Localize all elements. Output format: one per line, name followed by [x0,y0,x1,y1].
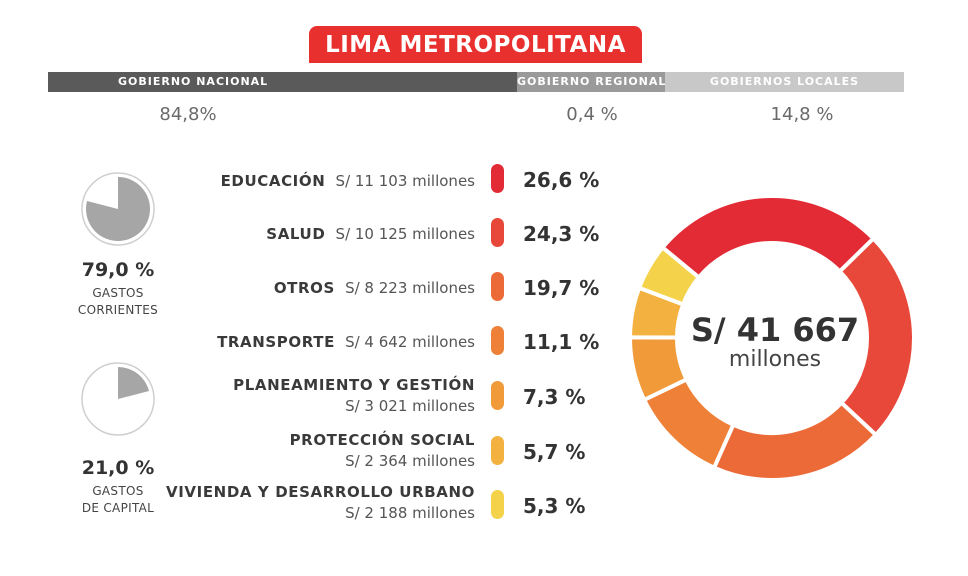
category-pct: 26,6 % [523,168,600,192]
donut-total-unit: millones [728,347,822,372]
donut-center-label: S/ 41 667 millones [680,312,870,372]
category-pct: 19,7 % [523,276,600,300]
category-vivienda: VIVIENDA Y DESARROLLO URBANO S/ 2 188 mi… [160,482,475,524]
category-amount: S/ 2 188 millones [345,504,475,522]
category-color-pill [491,381,504,410]
gobierno-nacional-bar: GOBIERNO NACIONAL [48,72,517,92]
gastos-corrientes-pie [81,172,155,246]
category-name: PLANEAMIENTO Y GESTIÓN [233,376,475,394]
category-transporte: TRANSPORTE S/ 4 642 millones [160,332,475,351]
category-amount: S/ 10 125 millones [335,225,475,243]
category-color-pill [491,326,504,355]
gastos-capital-pie-slice [118,367,149,399]
category-name: TRANSPORTE [217,333,335,351]
category-amount: S/ 11 103 millones [335,172,475,190]
category-otros: OTROS S/ 8 223 millones [160,278,475,297]
category-proteccion-social: PROTECCIÓN SOCIAL S/ 2 364 millones [160,430,475,472]
gobiernos-locales-bar: GOBIERNOS LOCALES [665,72,904,92]
gobiernos-locales-pct: 14,8 % [770,104,834,125]
donut-segments [627,195,916,482]
gastos-corrientes-label-line1: GASTOS [92,286,144,300]
gobierno-regional-pct: 0,4 % [566,104,618,125]
donut-segment-7 [636,244,702,308]
category-name: EDUCACIÓN [220,172,326,190]
category-salud: SALUD S/ 10 125 millones [160,224,475,243]
donut-segment-1 [659,195,877,281]
category-color-pill [491,218,504,247]
donut-segment-3 [711,399,879,482]
page-title: LIMA METROPOLITANA [309,26,642,63]
category-name: PROTECCIÓN SOCIAL [289,431,475,449]
category-name: VIVIENDA Y DESARROLLO URBANO [166,483,475,501]
donut-total-value: S/ 41 667 [690,311,860,349]
gastos-corrientes-label-line2: CORRIENTES [77,303,159,317]
category-pct: 7,3 % [523,385,586,409]
category-amount: S/ 3 021 millones [345,397,475,415]
category-planeamiento: PLANEAMIENTO Y GESTIÓN S/ 3 021 millones [160,375,475,417]
category-pct: 11,1 % [523,330,600,354]
gastos-capital-pie [81,362,155,436]
category-color-pill [491,164,504,193]
gobierno-regional-bar: GOBIERNO REGIONAL [517,72,665,92]
category-color-pill [491,436,504,465]
gastos-corrientes-label: GASTOS CORRIENTES [43,285,193,319]
gastos-capital-label: GASTOS DE CAPITAL [43,483,193,517]
gastos-corrientes-pie-slice [86,177,151,241]
category-color-pill [491,272,504,301]
gastos-capital-pct: 21,0 % [81,457,155,479]
category-amount: S/ 2 364 millones [345,452,475,470]
category-pct: 24,3 % [523,222,600,246]
budget-donut-chart [627,195,916,482]
category-name: SALUD [266,225,326,243]
category-amount: S/ 8 223 millones [345,279,475,297]
category-name: OTROS [273,279,335,297]
gastos-capital-label-line2: DE CAPITAL [81,501,155,515]
category-amount: S/ 4 642 millones [345,333,475,351]
category-educacion: EDUCACIÓN S/ 11 103 millones [160,171,475,190]
gastos-capital-label-line1: GASTOS [92,484,144,498]
gastos-corrientes-pct: 79,0 % [81,259,155,281]
category-pct: 5,7 % [523,440,586,464]
category-pct: 5,3 % [523,494,586,518]
category-color-pill [491,490,504,519]
gobierno-nacional-pct: 84,8% [159,104,217,125]
